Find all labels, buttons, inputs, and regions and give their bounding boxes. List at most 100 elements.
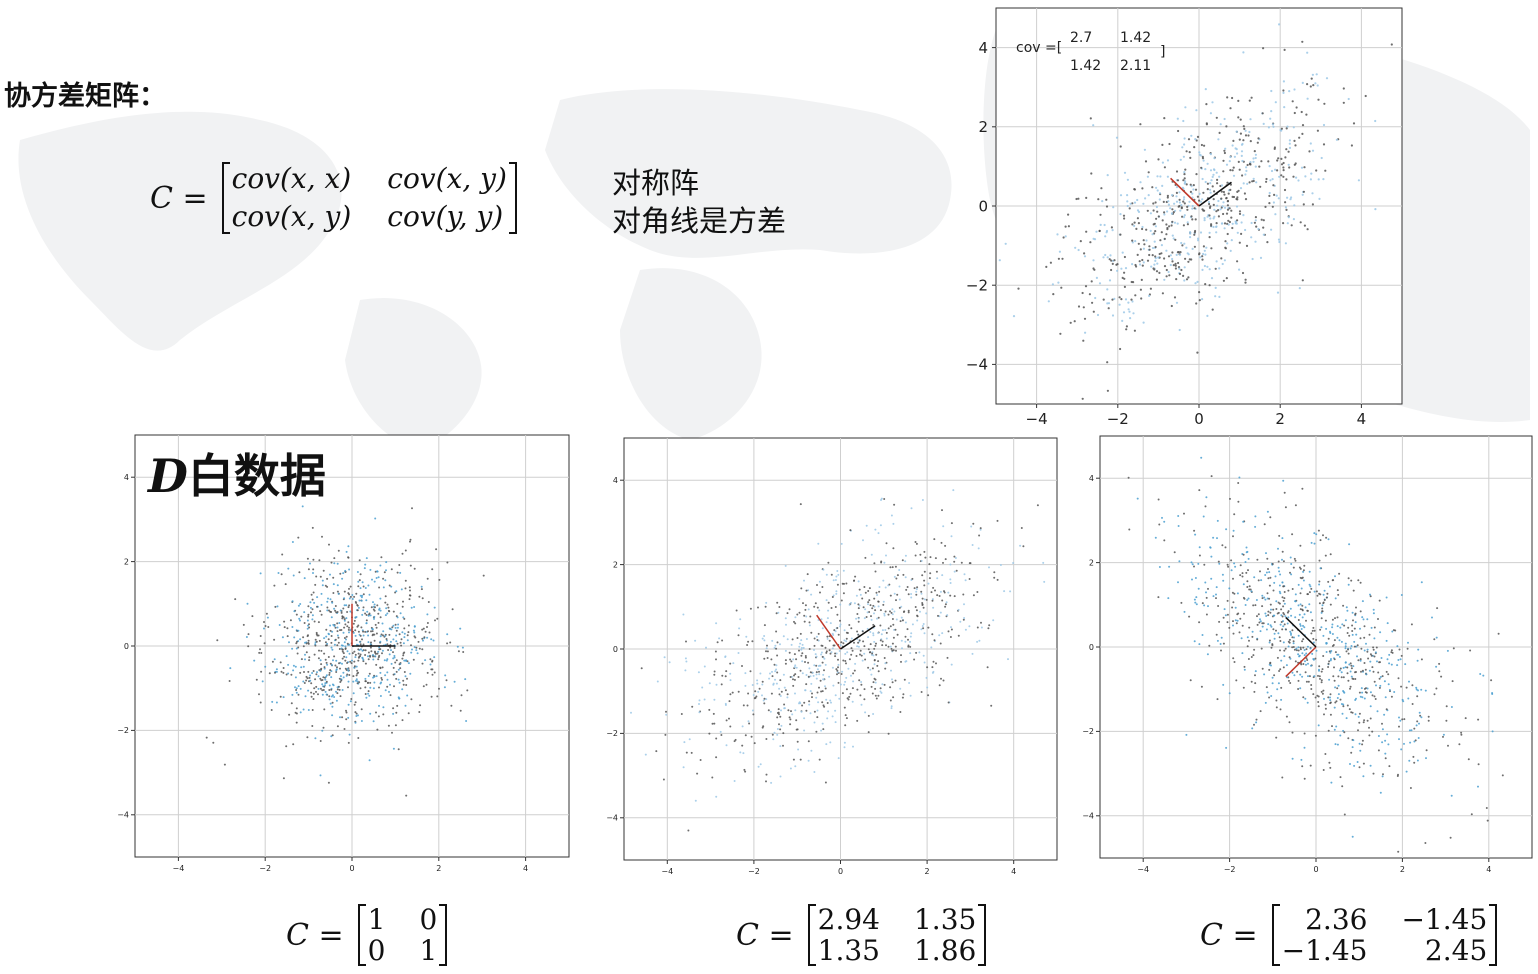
data-point: [1332, 675, 1335, 678]
data-point: [1209, 205, 1212, 208]
data-point: [1347, 583, 1350, 586]
data-point: [1322, 593, 1325, 596]
data-point: [775, 630, 778, 633]
data-point: [741, 665, 743, 667]
data-point: [1383, 713, 1386, 716]
data-point: [1012, 562, 1015, 564]
data-point: [836, 627, 839, 629]
data-point: [1284, 506, 1287, 509]
data-point: [883, 498, 886, 500]
data-point: [376, 570, 379, 573]
data-point: [1416, 695, 1419, 698]
data-point: [354, 711, 357, 714]
y-tick-label: 4: [124, 473, 129, 482]
data-point: [1321, 692, 1324, 695]
data-point: [815, 671, 818, 674]
note-diagonal-variance: 对角线是方差: [612, 204, 787, 238]
data-point: [804, 689, 807, 692]
data-point: [885, 554, 887, 557]
data-point: [1226, 621, 1229, 624]
data-point: [278, 624, 281, 626]
data-point: [724, 675, 727, 678]
data-point: [1302, 638, 1305, 641]
x-tick-label: 4: [1486, 865, 1491, 874]
data-point: [904, 576, 907, 579]
data-point: [921, 602, 924, 604]
data-point: [370, 641, 372, 644]
data-point: [1183, 173, 1186, 176]
data-point: [304, 658, 306, 661]
data-point: [1157, 596, 1160, 599]
data-point: [1374, 119, 1377, 123]
data-point: [936, 594, 939, 597]
data-point: [1203, 264, 1206, 268]
data-point: [300, 658, 303, 661]
data-point: [1159, 175, 1162, 178]
data-point: [322, 726, 325, 729]
data-point: [1130, 298, 1133, 301]
data-point: [1337, 684, 1340, 687]
data-point: [1205, 122, 1208, 125]
data-point: [1248, 639, 1250, 642]
data-point: [821, 655, 824, 658]
data-point: [325, 628, 328, 631]
data-point: [1289, 198, 1292, 201]
data-point: [1212, 198, 1215, 201]
data-point: [1188, 151, 1191, 154]
data-point: [371, 630, 374, 633]
data-point: [344, 659, 347, 662]
data-point: [308, 626, 311, 629]
data-point: [923, 550, 926, 553]
data-point: [1171, 220, 1174, 223]
data-point: [347, 669, 350, 672]
data-point: [1275, 736, 1278, 739]
data-point: [868, 587, 871, 590]
data-point: [1178, 267, 1181, 270]
data-point: [763, 624, 766, 627]
data-point: [1192, 188, 1195, 191]
data-point: [1433, 693, 1436, 696]
data-point: [430, 638, 433, 641]
data-point: [1244, 173, 1247, 176]
data-point: [1239, 564, 1242, 567]
data-point: [353, 660, 356, 663]
data-point: [1258, 621, 1261, 624]
data-point: [1412, 755, 1415, 758]
data-point: [1337, 593, 1340, 596]
data-point: [1096, 313, 1100, 317]
data-point: [327, 656, 330, 658]
data-point: [1158, 198, 1161, 201]
data-point: [1351, 633, 1354, 636]
data-point: [1366, 618, 1369, 621]
data-point: [386, 658, 389, 661]
data-point: [1294, 144, 1297, 147]
data-point: [868, 599, 871, 602]
data-point: [406, 634, 409, 637]
data-point: [1418, 711, 1421, 714]
x-tick-label: −2: [1107, 410, 1129, 428]
data-point: [801, 672, 804, 675]
data-point: [1300, 166, 1304, 169]
data-point: [765, 601, 768, 604]
data-point: [1305, 652, 1308, 655]
data-point: [270, 709, 273, 711]
data-point: [1281, 581, 1284, 584]
data-point: [793, 620, 795, 623]
data-point: [1357, 659, 1360, 662]
data-point: [1324, 703, 1327, 706]
data-point: [387, 606, 390, 609]
data-point: [422, 639, 424, 642]
data-point: [715, 737, 718, 740]
data-point: [1161, 184, 1164, 187]
data-point: [1414, 739, 1417, 742]
data-point: [1419, 714, 1422, 717]
data-point: [342, 676, 345, 679]
data-point: [990, 704, 993, 707]
data-point: [1149, 212, 1152, 215]
data-point: [950, 626, 952, 629]
data-point: [1176, 251, 1179, 254]
data-point: [412, 658, 415, 661]
data-point: [1248, 626, 1251, 629]
data-point: [1375, 684, 1377, 687]
data-point: [1241, 572, 1244, 575]
